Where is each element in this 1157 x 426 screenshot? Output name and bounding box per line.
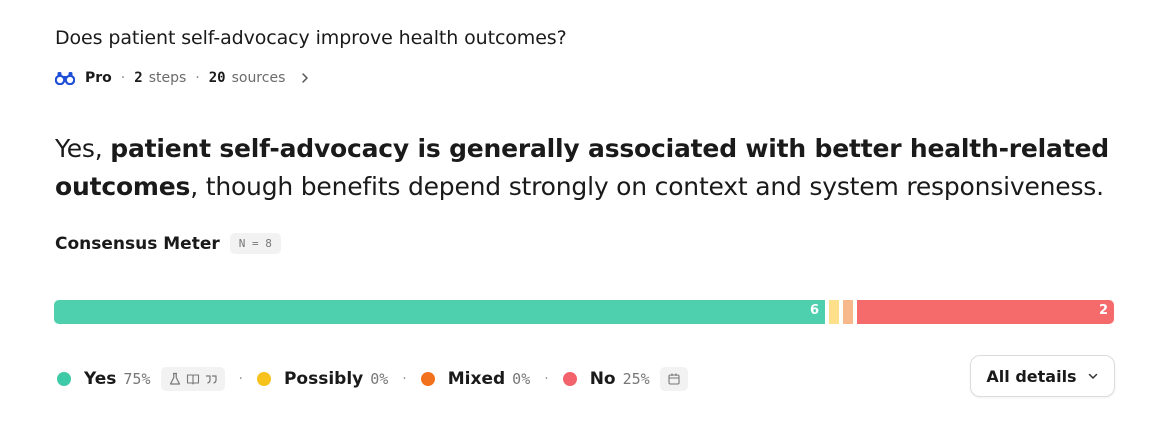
- legend-pct-mixed: 0%: [512, 370, 531, 388]
- chevron-down-icon: [1088, 373, 1097, 379]
- quote-icon: [205, 375, 217, 384]
- study-type-badge-no[interactable]: [659, 367, 688, 391]
- legend-swatch-possibly: [256, 372, 271, 386]
- separator: ·: [120, 70, 126, 86]
- bar-count-no: 2: [1098, 303, 1108, 318]
- legend-pct-no: 25%: [622, 370, 650, 388]
- legend-item-yes[interactable]: Yes 75%: [57, 367, 225, 391]
- question-title: Does patient self-advocacy improve healt…: [55, 27, 567, 49]
- legend-item-mixed[interactable]: Mixed 0%: [420, 369, 531, 389]
- consensus-header: Consensus Meter N = 8: [55, 233, 281, 254]
- answer-rest: , though benefits depend strongly on con…: [190, 172, 1104, 201]
- bar-segment-mixed[interactable]: [843, 300, 853, 324]
- consensus-title: Consensus Meter: [55, 233, 220, 254]
- mode-label: Pro: [85, 70, 112, 86]
- all-details-button[interactable]: All details: [970, 355, 1115, 397]
- answer-text: Yes, patient self-advocacy is generally …: [55, 130, 1115, 206]
- book-icon: [186, 374, 199, 385]
- legend-separator: ·: [402, 371, 407, 387]
- meta-row[interactable]: Pro · 2 steps · 20 sources: [55, 67, 311, 89]
- steps-count: 2: [134, 70, 143, 86]
- all-details-label: All details: [986, 366, 1077, 386]
- legend-separator: ·: [544, 371, 549, 387]
- consensus-legend: Yes 75% · Possibly 0% · Mixed 0% · No 25…: [57, 365, 688, 393]
- legend-separator: ·: [238, 371, 243, 387]
- answer-lead: Yes,: [55, 134, 111, 163]
- legend-pct-yes: 75%: [123, 370, 151, 388]
- study-type-badge-yes[interactable]: [160, 367, 225, 391]
- binoculars-icon: [55, 72, 75, 85]
- sources-label: sources: [231, 70, 286, 86]
- calendar-icon: [668, 373, 680, 385]
- legend-pct-possibly: 0%: [370, 370, 389, 388]
- sample-size-badge: N = 8: [229, 233, 281, 254]
- bar-count-yes: 6: [809, 303, 819, 318]
- answer-bold: patient self-advocacy is generally assoc…: [55, 134, 1109, 201]
- legend-label-no: No: [589, 369, 616, 389]
- bar-segment-no[interactable]: 2: [857, 300, 1114, 324]
- sources-count: 20: [208, 70, 226, 86]
- legend-swatch-mixed: [420, 372, 435, 386]
- legend-swatch-no: [562, 372, 577, 386]
- consensus-bar: 6 2: [54, 300, 1117, 324]
- legend-label-possibly: Possibly: [283, 369, 364, 389]
- legend-item-possibly[interactable]: Possibly 0%: [256, 369, 389, 389]
- legend-item-no[interactable]: No 25%: [562, 367, 688, 391]
- flask-icon: [169, 372, 180, 385]
- bar-segment-yes[interactable]: 6: [54, 300, 825, 324]
- chevron-right-icon[interactable]: [299, 72, 311, 84]
- legend-label-yes: Yes: [84, 369, 117, 389]
- separator: ·: [195, 70, 200, 86]
- legend-swatch-yes: [57, 372, 71, 386]
- bar-segment-possibly[interactable]: [829, 300, 839, 324]
- steps-label: steps: [148, 70, 187, 86]
- legend-label-mixed: Mixed: [447, 369, 506, 389]
